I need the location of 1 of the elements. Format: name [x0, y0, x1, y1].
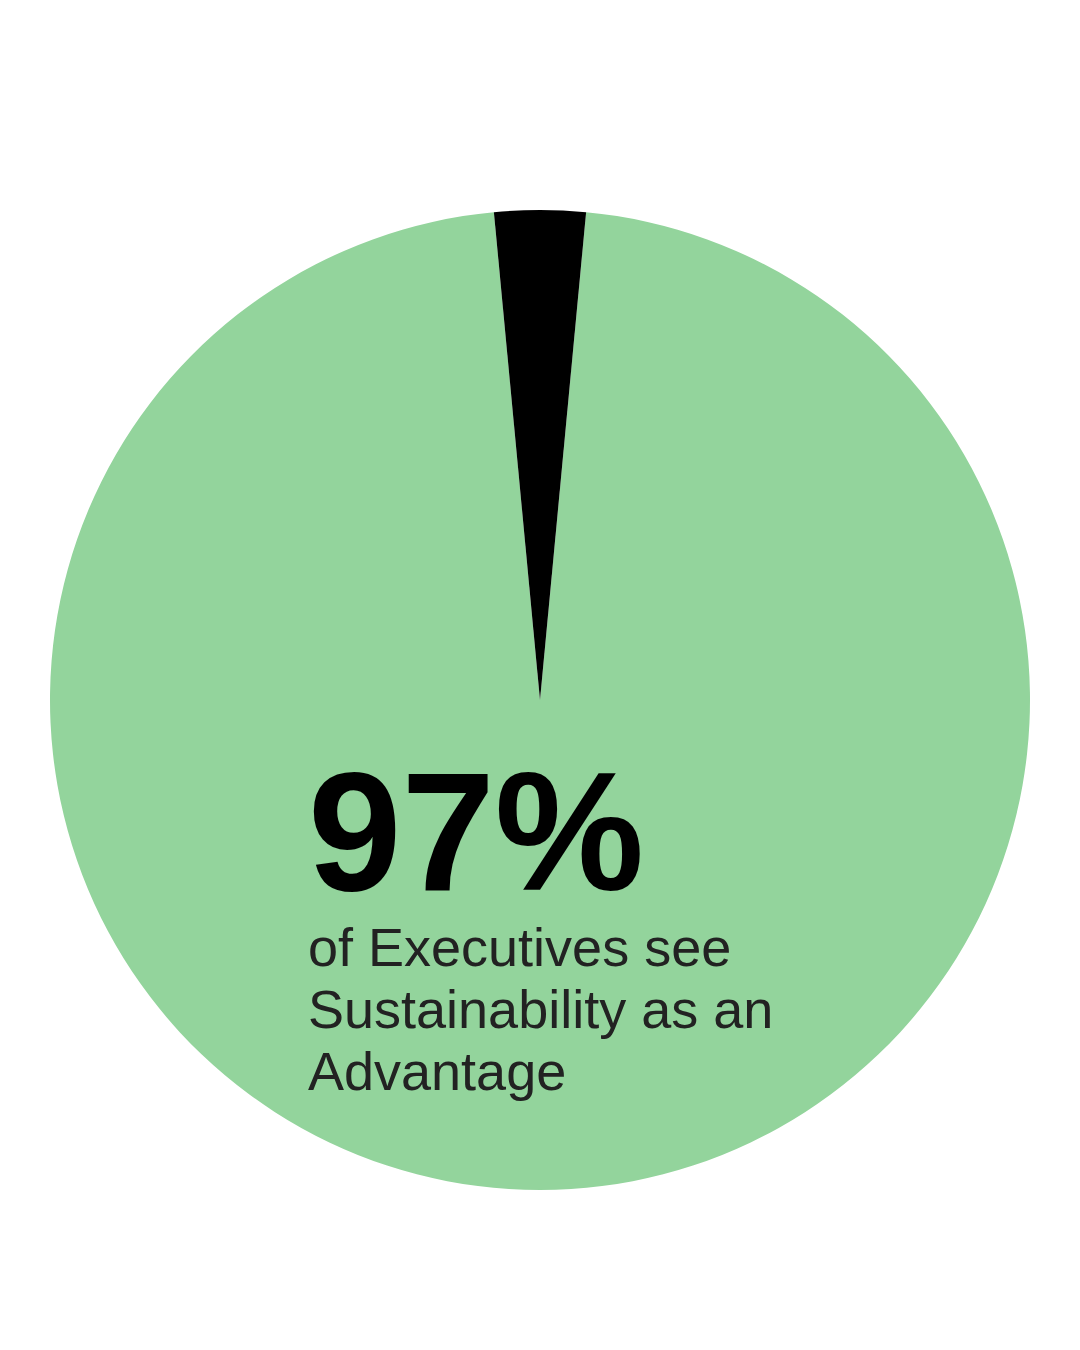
- pie-slice: [50, 212, 1030, 1189]
